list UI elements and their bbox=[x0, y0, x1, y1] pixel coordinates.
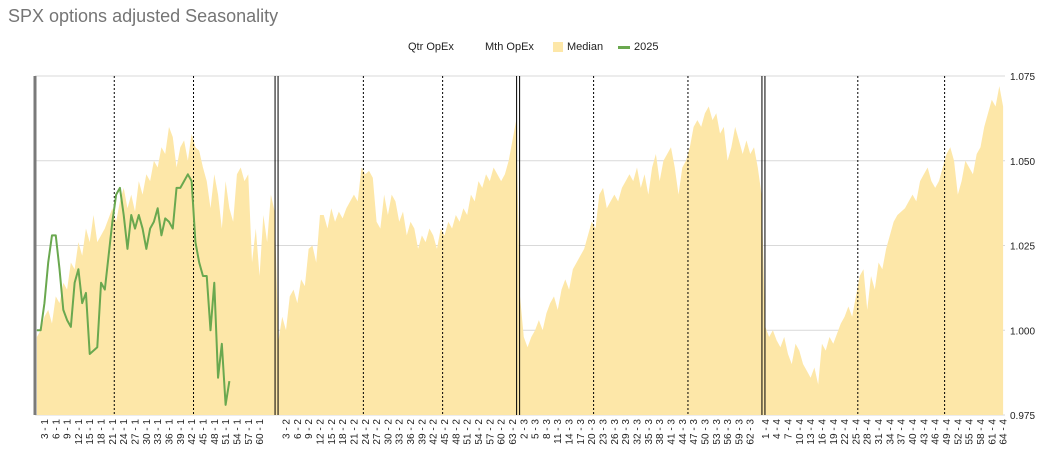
x-tick-label-q2-19: 60 - 2 bbox=[497, 419, 508, 445]
x-tick-label-q3-7: 23 - 3 bbox=[599, 419, 610, 445]
x-tick-label-q2-0: 3 - 2 bbox=[281, 419, 292, 439]
legend: Qtr OpEx Mth OpEx Median 2025 bbox=[0, 40, 1046, 56]
x-tick-label-q1-12: 39 - 1 bbox=[176, 419, 187, 445]
series-2025-line bbox=[36, 173, 231, 406]
x-tick-label-q4-14: 43 - 4 bbox=[919, 419, 930, 445]
x-tick-label-q3-9: 29 - 3 bbox=[621, 419, 632, 445]
x-tick-label-q2-16: 51 - 2 bbox=[463, 419, 474, 445]
x-tick-label-q4-13: 40 - 4 bbox=[908, 419, 919, 445]
x-tick-label-q3-11: 35 - 3 bbox=[644, 419, 655, 445]
legend-label: Median bbox=[567, 41, 604, 53]
x-tick-label-q4-21: 64 - 4 bbox=[999, 419, 1010, 445]
x-tick-label-q4-1: 4 - 4 bbox=[772, 419, 783, 439]
x-tick-label-q4-10: 31 - 4 bbox=[874, 419, 885, 445]
y-tick-label-1: 1.000 bbox=[1010, 326, 1035, 337]
x-tick-label-q1-0: 3 - 1 bbox=[40, 419, 51, 439]
x-tick-label-q3-15: 47 - 3 bbox=[689, 419, 700, 445]
x-tick-label-q4-8: 25 - 4 bbox=[851, 419, 862, 445]
x-tick-label-q4-19: 58 - 4 bbox=[976, 419, 987, 445]
x-tick-label-q3-1: 5 - 3 bbox=[531, 419, 542, 439]
x-tick-label-q2-2: 9 - 2 bbox=[304, 419, 315, 439]
x-tick-label-q4-16: 49 - 4 bbox=[942, 419, 953, 445]
x-tick-label-q3-19: 59 - 3 bbox=[734, 419, 745, 445]
x-tick-label-q3-16: 50 - 3 bbox=[700, 419, 711, 445]
x-tick-label-q1-17: 54 - 1 bbox=[232, 419, 243, 445]
x-tick-label-q4-2: 7 - 4 bbox=[783, 419, 794, 439]
x-tick-label-q2-7: 24 - 2 bbox=[361, 419, 372, 445]
x-tick-label-q4-15: 46 - 4 bbox=[931, 419, 942, 445]
x-tick-label-q1-9: 30 - 1 bbox=[142, 419, 153, 445]
legend-label: 2025 bbox=[634, 41, 659, 53]
x-tick-label-q4-12: 37 - 4 bbox=[897, 419, 908, 445]
y-tick-label-4: 1.075 bbox=[1010, 72, 1035, 83]
x-tick-label-q3-18: 56 - 3 bbox=[723, 419, 734, 445]
x-tick-label-q4-11: 34 - 4 bbox=[885, 419, 896, 445]
x-tick-label-q2-15: 48 - 2 bbox=[451, 419, 462, 445]
legend-label: Qtr OpEx bbox=[408, 41, 454, 53]
x-tick-label-q1-16: 51 - 1 bbox=[221, 419, 232, 445]
x-tick-label-q4-7: 22 - 4 bbox=[840, 419, 851, 445]
x-tick-label-q2-9: 30 - 2 bbox=[383, 419, 394, 445]
x-tick-label-q4-0: 1 - 4 bbox=[761, 419, 772, 439]
x-tick-label-q2-18: 57 - 2 bbox=[485, 419, 496, 445]
x-tick-label-q3-2: 8 - 3 bbox=[542, 419, 553, 439]
x-tick-label-q3-5: 17 - 3 bbox=[576, 419, 587, 445]
x-tick-label-q2-12: 39 - 2 bbox=[417, 419, 428, 445]
y-tick-label-2: 1.025 bbox=[1010, 242, 1035, 253]
x-tick-label-q1-13: 42 - 1 bbox=[187, 419, 198, 445]
x-tick-label-q4-18: 55 - 4 bbox=[965, 419, 976, 445]
x-tick-label-q1-15: 48 - 1 bbox=[210, 419, 221, 445]
x-tick-label-q4-20: 61 - 4 bbox=[987, 419, 998, 445]
x-tick-label-q3-14: 44 - 3 bbox=[678, 419, 689, 445]
x-tick-label-q3-6: 20 - 3 bbox=[587, 419, 598, 445]
x-tick-label-q2-8: 27 - 2 bbox=[372, 419, 383, 445]
x-tick-label-q2-13: 42 - 2 bbox=[429, 419, 440, 445]
x-tick-label-q4-17: 52 - 4 bbox=[953, 419, 964, 445]
chart-title: SPX options adjusted Seasonality bbox=[8, 6, 279, 26]
legend-swatch-icon bbox=[553, 42, 563, 52]
y-tick-label-0: 0.975 bbox=[1010, 411, 1035, 422]
x-tick-label-q3-12: 38 - 3 bbox=[655, 419, 666, 445]
x-tick-label-q1-11: 36 - 1 bbox=[164, 419, 175, 445]
x-tick-label-q2-14: 45 - 2 bbox=[440, 419, 451, 445]
x-tick-label-q1-6: 21 - 1 bbox=[108, 419, 119, 445]
x-tick-label-q3-8: 26 - 3 bbox=[610, 419, 621, 445]
x-tick-label-q1-14: 45 - 1 bbox=[198, 419, 209, 445]
x-tick-label-q2-4: 15 - 2 bbox=[327, 419, 338, 445]
y-tick-label-3: 1.050 bbox=[1010, 157, 1035, 168]
x-tick-label-q1-7: 24 - 1 bbox=[119, 419, 130, 445]
x-tick-label-q3-17: 53 - 3 bbox=[712, 419, 723, 445]
x-tick-label-q3-3: 11 - 3 bbox=[553, 419, 564, 444]
x-tick-label-q3-13: 41 - 3 bbox=[666, 419, 677, 445]
x-tick-label-q1-1: 6 - 1 bbox=[51, 419, 62, 439]
x-tick-label-q4-6: 19 - 4 bbox=[829, 419, 840, 445]
x-tick-label-q4-4: 13 - 4 bbox=[806, 419, 817, 445]
x-tick-label-q2-17: 54 - 2 bbox=[474, 419, 485, 445]
x-tick-label-q1-10: 33 - 1 bbox=[153, 419, 164, 445]
x-tick-label-q1-18: 57 - 1 bbox=[244, 419, 255, 445]
x-tick-label-q2-6: 21 - 2 bbox=[349, 419, 360, 445]
legend-label: Mth OpEx bbox=[485, 41, 534, 53]
x-tick-label-q1-3: 12 - 1 bbox=[74, 419, 85, 445]
x-tick-label-q2-1: 6 - 2 bbox=[293, 419, 304, 439]
x-tick-label-q3-20: 62 - 3 bbox=[746, 419, 757, 445]
x-tick-label-q2-20: 63 - 2 bbox=[508, 419, 519, 445]
x-tick-label-q4-9: 28 - 4 bbox=[863, 419, 874, 445]
x-tick-label-q1-5: 18 - 1 bbox=[97, 419, 108, 445]
x-tick-label-q3-10: 32 - 3 bbox=[633, 419, 644, 445]
x-tick-label-q3-4: 14 - 3 bbox=[565, 419, 576, 445]
legend-line-icon bbox=[618, 46, 630, 49]
x-tick-label-q3-0: 2 - 3 bbox=[519, 419, 530, 439]
x-tick-label-q4-5: 16 - 4 bbox=[817, 419, 828, 445]
x-tick-label-q2-11: 36 - 2 bbox=[406, 419, 417, 445]
x-tick-label-q2-5: 18 - 2 bbox=[338, 419, 349, 445]
x-tick-label-q4-3: 10 - 4 bbox=[795, 419, 806, 445]
x-tick-label-q1-2: 9 - 1 bbox=[63, 419, 74, 439]
x-tick-label-q1-8: 27 - 1 bbox=[131, 419, 142, 445]
x-tick-label-q1-19: 60 - 1 bbox=[255, 419, 266, 445]
x-tick-label-q2-3: 12 - 2 bbox=[315, 419, 326, 445]
x-tick-label-q1-4: 15 - 1 bbox=[85, 419, 96, 445]
x-tick-label-q2-10: 33 - 2 bbox=[395, 419, 406, 445]
